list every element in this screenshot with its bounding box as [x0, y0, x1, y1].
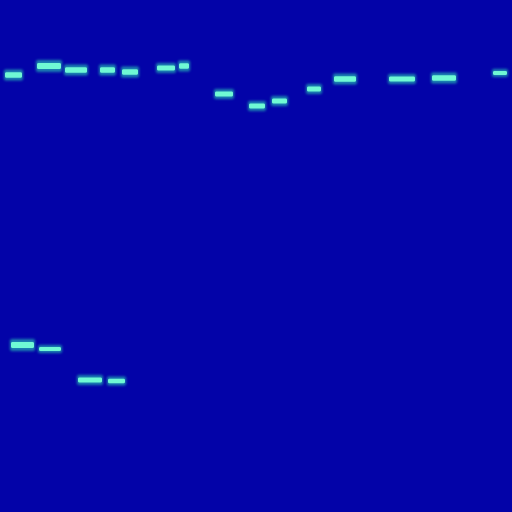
intensity-segment [272, 98, 287, 104]
intensity-segment [100, 67, 115, 73]
intensity-segment [215, 91, 233, 97]
intensity-segment [334, 76, 356, 82]
intensity-segment [389, 76, 415, 82]
intensity-segment [37, 63, 61, 69]
intensity-segment [78, 377, 102, 383]
intensity-segment [493, 71, 507, 75]
intensity-segment [157, 65, 175, 71]
intensity-segment [122, 69, 138, 75]
intensity-segment [11, 342, 34, 348]
intensity-segment [108, 378, 125, 384]
intensity-segments [4, 60, 508, 386]
intensity-segment [249, 103, 265, 109]
intensity-segment [39, 347, 61, 351]
intensity-segment [432, 75, 456, 81]
intensity-segment [179, 63, 189, 69]
intensity-segment [307, 86, 321, 92]
intensity-segment [5, 72, 22, 78]
intensity-segment [65, 67, 87, 73]
